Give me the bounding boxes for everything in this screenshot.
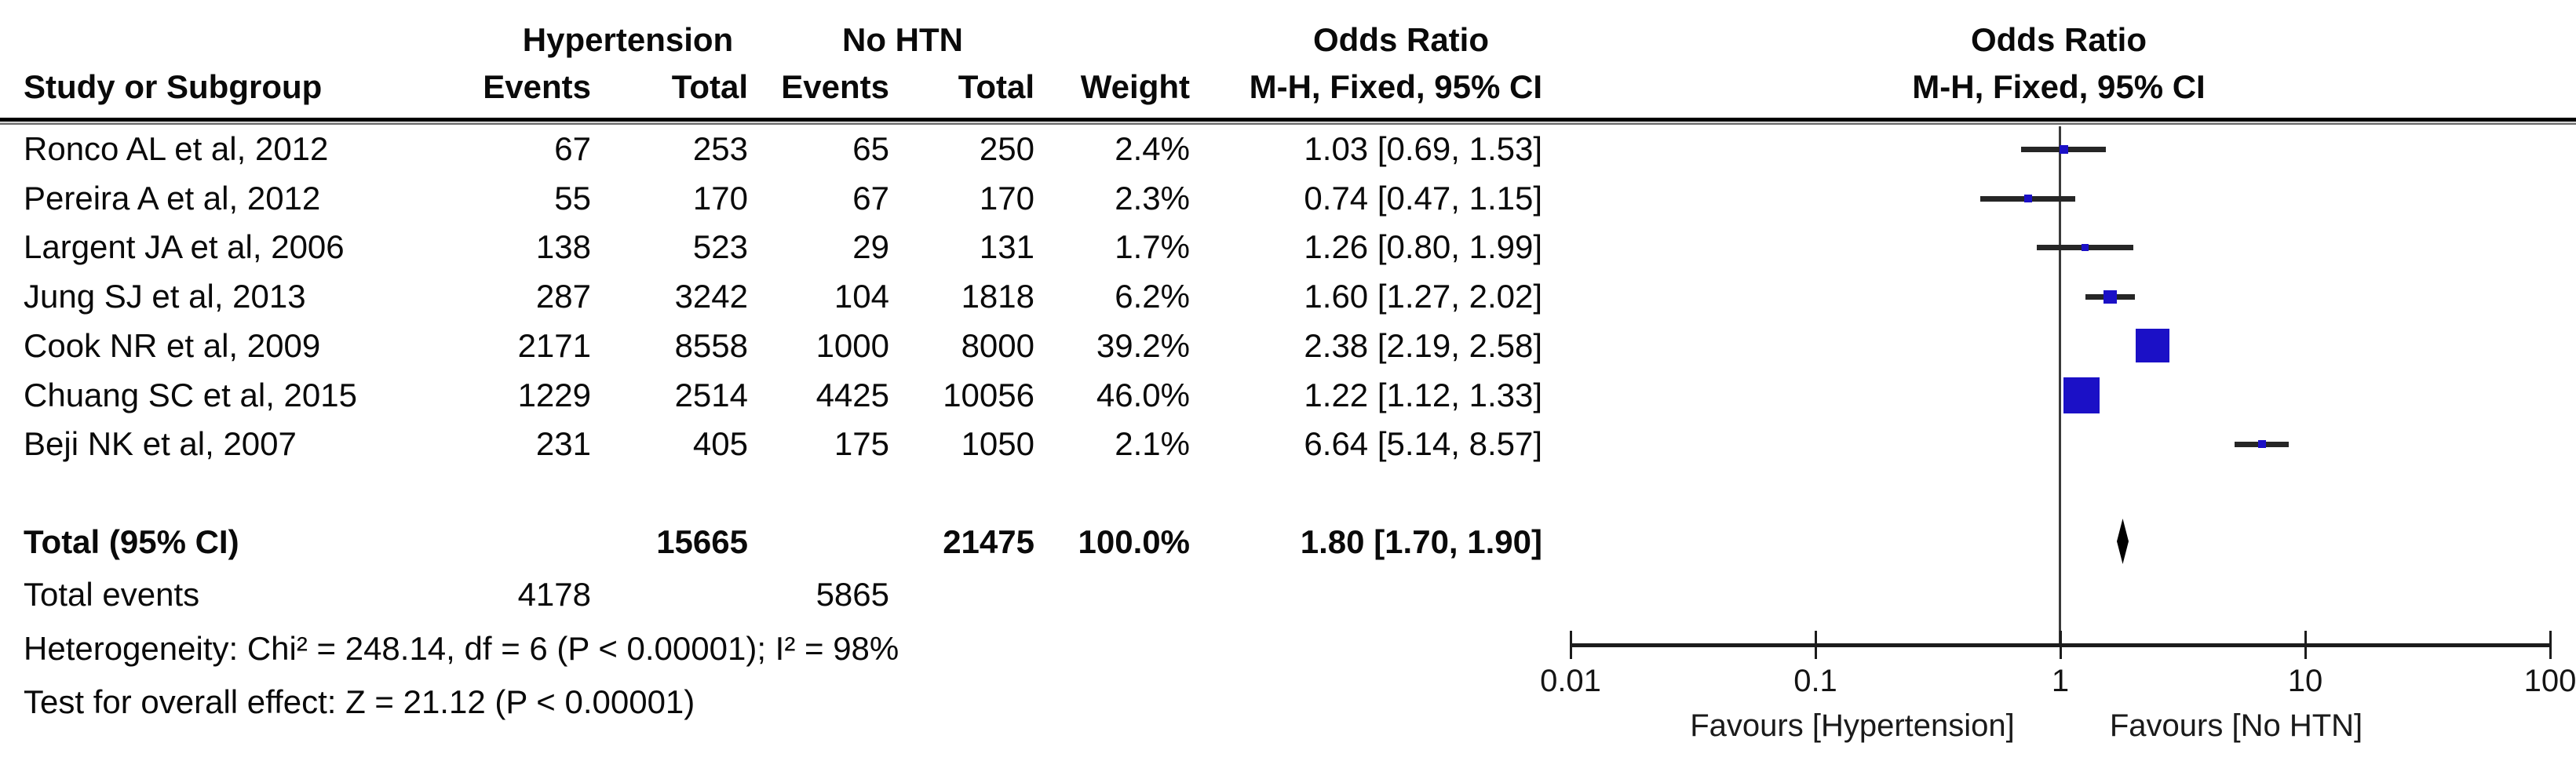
total-row-total-no-htn: 21475: [943, 523, 1034, 560]
total-events-hypertension: 4178: [517, 576, 591, 613]
study-row-events1: 55: [554, 180, 591, 217]
study-row-events1: 2171: [517, 327, 591, 364]
study-row-name: Ronco AL et al, 2012: [24, 130, 329, 167]
study-row-events2: 65: [852, 130, 889, 167]
study-row-or_ci: 1.22 [1.12, 1.33]: [1304, 377, 1542, 413]
column-header-total-hypertension: Total: [671, 68, 748, 105]
study-row-events2: 29: [852, 228, 889, 265]
study-row-or_ci: 1.03 [0.69, 1.53]: [1304, 130, 1542, 167]
axis-tick: [1570, 631, 1572, 659]
study-row-total1: 8558: [674, 327, 748, 364]
total-row-total-hypertension: 15665: [656, 523, 748, 560]
total-row-or-ci: 1.80 [1.70, 1.90]: [1300, 523, 1542, 560]
study-row-name: Largent JA et al, 2006: [24, 228, 345, 265]
study-row-weight: 1.7%: [1115, 228, 1190, 265]
study-row-total2: 170: [979, 180, 1034, 217]
study-row-events1: 138: [535, 228, 591, 265]
study-row-name: Beji NK et al, 2007: [24, 425, 297, 462]
study-row-weight: 46.0%: [1096, 377, 1190, 413]
axis-tick-label: 100: [2523, 664, 2576, 698]
study-row-name: Cook NR et al, 2009: [24, 327, 321, 364]
study-row-total2: 10056: [943, 377, 1034, 413]
study-row-events2: 1000: [815, 327, 889, 364]
point-estimate-marker: [2103, 290, 2117, 304]
column-header-mh-fixed-ci-plot: M-H, Fixed, 95% CI: [1912, 68, 2206, 105]
plot-null-effect-line: [2059, 126, 2061, 645]
group-header-hypertension: Hypertension: [522, 21, 734, 58]
group-header-odds-ratio-table: Odds Ratio: [1312, 21, 1489, 58]
point-estimate-marker: [2136, 329, 2169, 362]
study-row-total1: 2514: [674, 377, 748, 413]
column-header-weight: Weight: [1080, 68, 1190, 105]
axis-tick: [1815, 631, 1817, 659]
study-row-events2: 175: [834, 425, 889, 462]
header-divider-line: [0, 118, 2576, 125]
study-row-or_ci: 1.60 [1.27, 2.02]: [1304, 278, 1542, 315]
axis-tick: [2549, 631, 2552, 659]
column-header-mh-fixed-ci-table: M-H, Fixed, 95% CI: [1249, 68, 1542, 105]
total-row-label: Total (95% CI): [24, 523, 239, 560]
study-row-or_ci: 0.74 [0.47, 1.15]: [1304, 180, 1542, 217]
favours-right-label: Favours [No HTN]: [2109, 708, 2363, 743]
study-row-weight: 2.4%: [1115, 130, 1190, 167]
study-row-events2: 67: [852, 180, 889, 217]
study-row-events2: 104: [834, 278, 889, 315]
axis-tick: [2060, 631, 2062, 659]
pooled-effect-diamond: [2117, 519, 2129, 564]
column-header-events-hypertension: Events: [483, 68, 591, 105]
study-row-events1: 67: [554, 130, 591, 167]
axis-tick-label: 1: [2051, 664, 2070, 698]
total-row-weight: 100.0%: [1078, 523, 1190, 560]
study-row-total2: 1050: [961, 425, 1034, 462]
column-header-total-no-htn: Total: [958, 68, 1034, 105]
study-row-events2: 4425: [815, 377, 889, 413]
column-header-events-no-htn: Events: [781, 68, 889, 105]
study-row-events1: 231: [535, 425, 591, 462]
total-events-label: Total events: [24, 576, 200, 613]
group-header-odds-ratio-plot: Odds Ratio: [1970, 21, 2147, 58]
study-row-total1: 253: [692, 130, 748, 167]
study-row-weight: 6.2%: [1115, 278, 1190, 315]
study-row-events1: 1229: [517, 377, 591, 413]
group-header-no-htn: No HTN: [842, 21, 963, 58]
study-row-total1: 170: [692, 180, 748, 217]
study-row-or_ci: 2.38 [2.19, 2.58]: [1304, 327, 1542, 364]
column-header-study: Study or Subgroup: [24, 68, 323, 105]
study-row-or_ci: 6.64 [5.14, 8.57]: [1304, 425, 1542, 462]
study-row-or_ci: 1.26 [0.80, 1.99]: [1304, 228, 1542, 265]
axis-tick-label: 0.01: [1540, 664, 1601, 698]
point-estimate-marker: [2258, 440, 2266, 448]
axis-tick-label: 0.1: [1793, 664, 1837, 698]
study-row-total2: 131: [979, 228, 1034, 265]
axis-tick: [2304, 631, 2307, 659]
favours-left-label: Favours [Hypertension]: [1690, 708, 2015, 743]
study-row-events1: 287: [535, 278, 591, 315]
study-row-total2: 250: [979, 130, 1034, 167]
study-row-total1: 3242: [674, 278, 748, 315]
study-row-weight: 39.2%: [1096, 327, 1190, 364]
total-events-no-htn: 5865: [815, 576, 889, 613]
heterogeneity-text: Heterogeneity: Chi² = 248.14, df = 6 (P …: [24, 630, 899, 667]
axis-tick-label: 10: [2287, 664, 2323, 698]
study-row-total1: 405: [692, 425, 748, 462]
study-row-total2: 8000: [961, 327, 1034, 364]
study-row-weight: 2.3%: [1115, 180, 1190, 217]
point-estimate-marker: [2024, 195, 2032, 202]
study-row-total1: 523: [692, 228, 748, 265]
study-row-name: Pereira A et al, 2012: [24, 180, 321, 217]
overall-effect-text: Test for overall effect: Z = 21.12 (P < …: [24, 683, 695, 720]
study-row-name: Jung SJ et al, 2013: [24, 278, 306, 315]
point-estimate-marker: [2060, 145, 2068, 154]
point-estimate-marker: [2063, 377, 2100, 413]
study-row-weight: 2.1%: [1115, 425, 1190, 462]
study-row-total2: 1818: [961, 278, 1034, 315]
study-row-name: Chuang SC et al, 2015: [24, 377, 357, 413]
point-estimate-marker: [2082, 244, 2089, 251]
